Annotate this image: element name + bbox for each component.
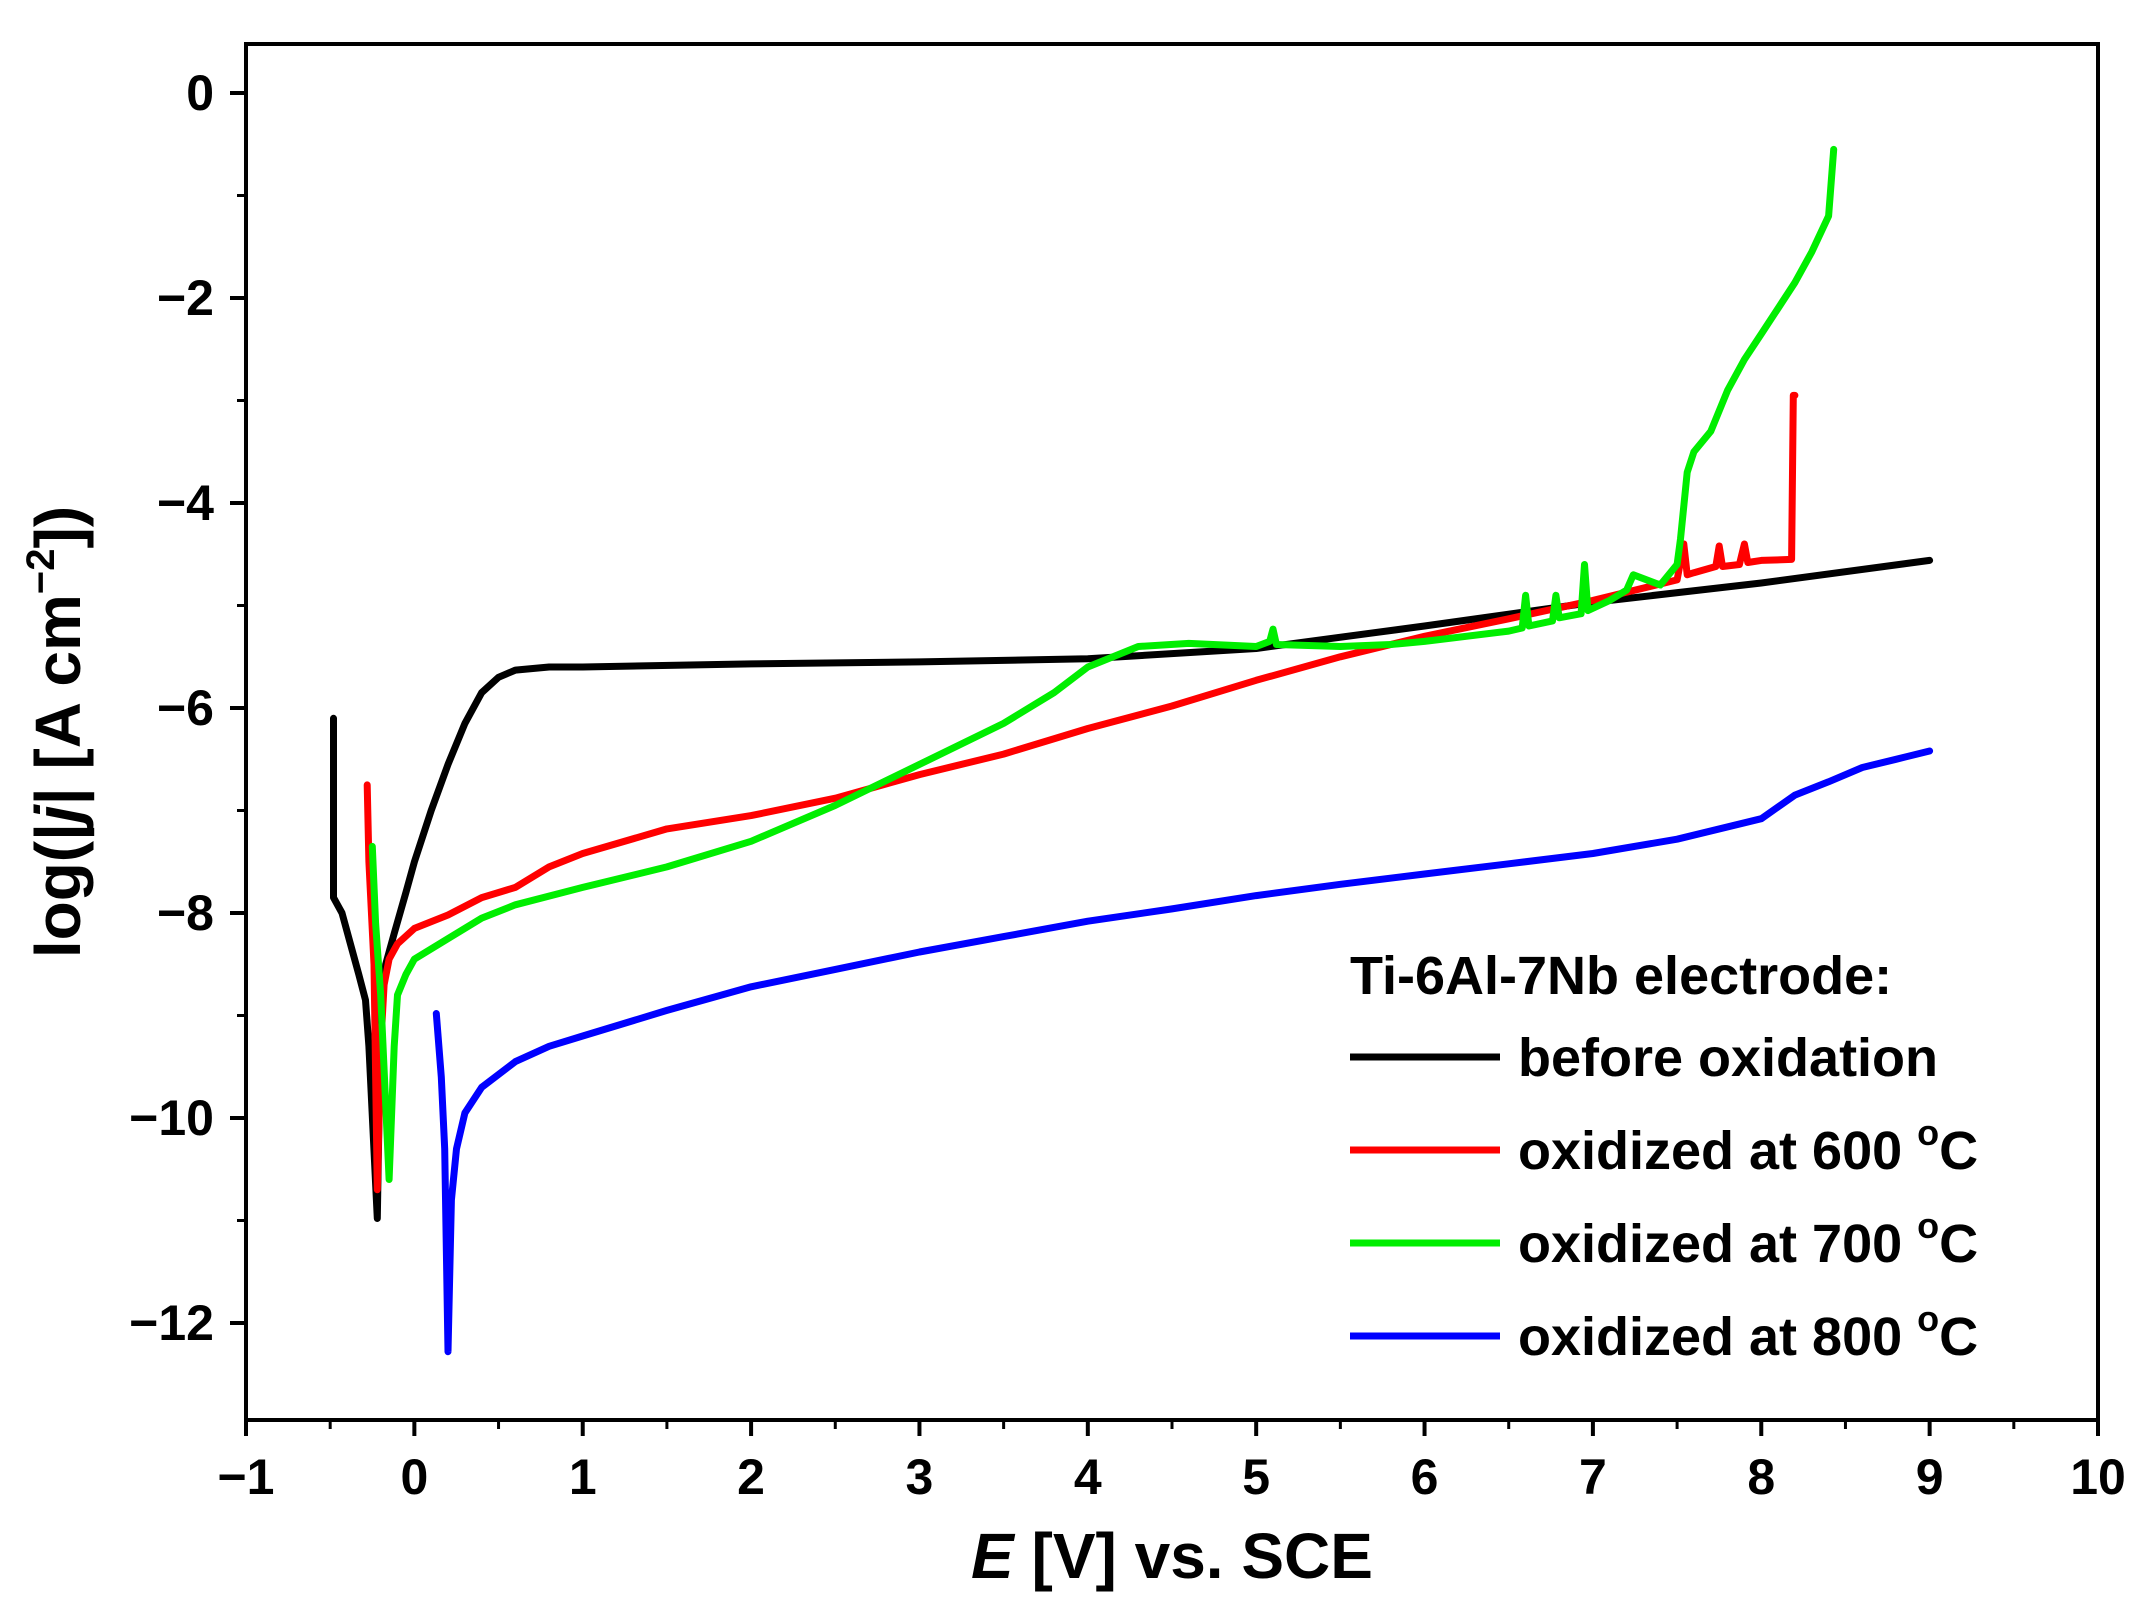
- y-tick-label: −6: [157, 680, 214, 736]
- x-axis-title: E [V] vs. SCE: [971, 1520, 1373, 1592]
- y-tick-label: 0: [186, 65, 214, 121]
- series-line-2: [368, 145, 1838, 1183]
- y-axis-title-middle: | [A cm: [22, 594, 95, 805]
- legend-title: Ti-6Al-7Nb electrode:: [1350, 946, 1892, 1006]
- legend-label-0: before oxidation: [1518, 1028, 1938, 1088]
- y-axis-title-prefix: log(|: [22, 823, 95, 958]
- x-tick-label: 6: [1411, 1449, 1439, 1505]
- legend-label-1: oxidized at 600 oC: [1518, 1112, 1978, 1181]
- y-axis-title-suffix: ]): [22, 506, 94, 549]
- y-tick-label: −8: [157, 885, 214, 941]
- x-axis-title-symbol: E: [971, 1520, 1016, 1592]
- x-tick-label: 9: [1916, 1449, 1944, 1505]
- y-tick-label: −10: [129, 1090, 214, 1146]
- x-tick-label: 1: [569, 1449, 597, 1505]
- y-tick-label: −2: [157, 270, 214, 326]
- series-line-1: [363, 391, 1799, 1194]
- x-tick-label: 10: [2070, 1449, 2126, 1505]
- x-axis-ticks: −1 0 1 2 3 4 5 6 7 8 9 10: [217, 1420, 2126, 1505]
- legend-entries: before oxidation oxidized at 600 oC oxidiz…: [1350, 1028, 1978, 1367]
- y-tick-label: −12: [129, 1295, 214, 1351]
- legend-label-3: oxidized at 800 oC: [1518, 1298, 1978, 1367]
- x-tick-label: 0: [400, 1449, 428, 1505]
- x-tick-label: 3: [906, 1449, 934, 1505]
- y-tick-label: −4: [157, 475, 214, 531]
- legend-label-2: oxidized at 700 oC: [1518, 1205, 1978, 1274]
- legend: Ti-6Al-7Nb electrode: before oxidation ox…: [1350, 946, 1978, 1367]
- x-tick-label: 4: [1074, 1449, 1102, 1505]
- series-line-3: [432, 747, 1934, 1356]
- x-tick-label: −1: [217, 1449, 274, 1505]
- x-tick-label: 2: [737, 1449, 765, 1505]
- x-tick-label: 8: [1747, 1449, 1775, 1505]
- y-axis-title-exponent: −2: [19, 548, 63, 594]
- x-tick-label: 7: [1579, 1449, 1607, 1505]
- y-axis-ticks: 0 −2 −4 −6 −8 −10 −12: [129, 65, 246, 1351]
- y-axis-title: log(|j| [A cm−2]): [19, 506, 95, 958]
- x-axis-title-text: [V] vs. SCE: [1014, 1520, 1373, 1592]
- x-tick-label: 5: [1242, 1449, 1270, 1505]
- series-layer: [330, 145, 1934, 1356]
- series-line-0: [330, 556, 1934, 1222]
